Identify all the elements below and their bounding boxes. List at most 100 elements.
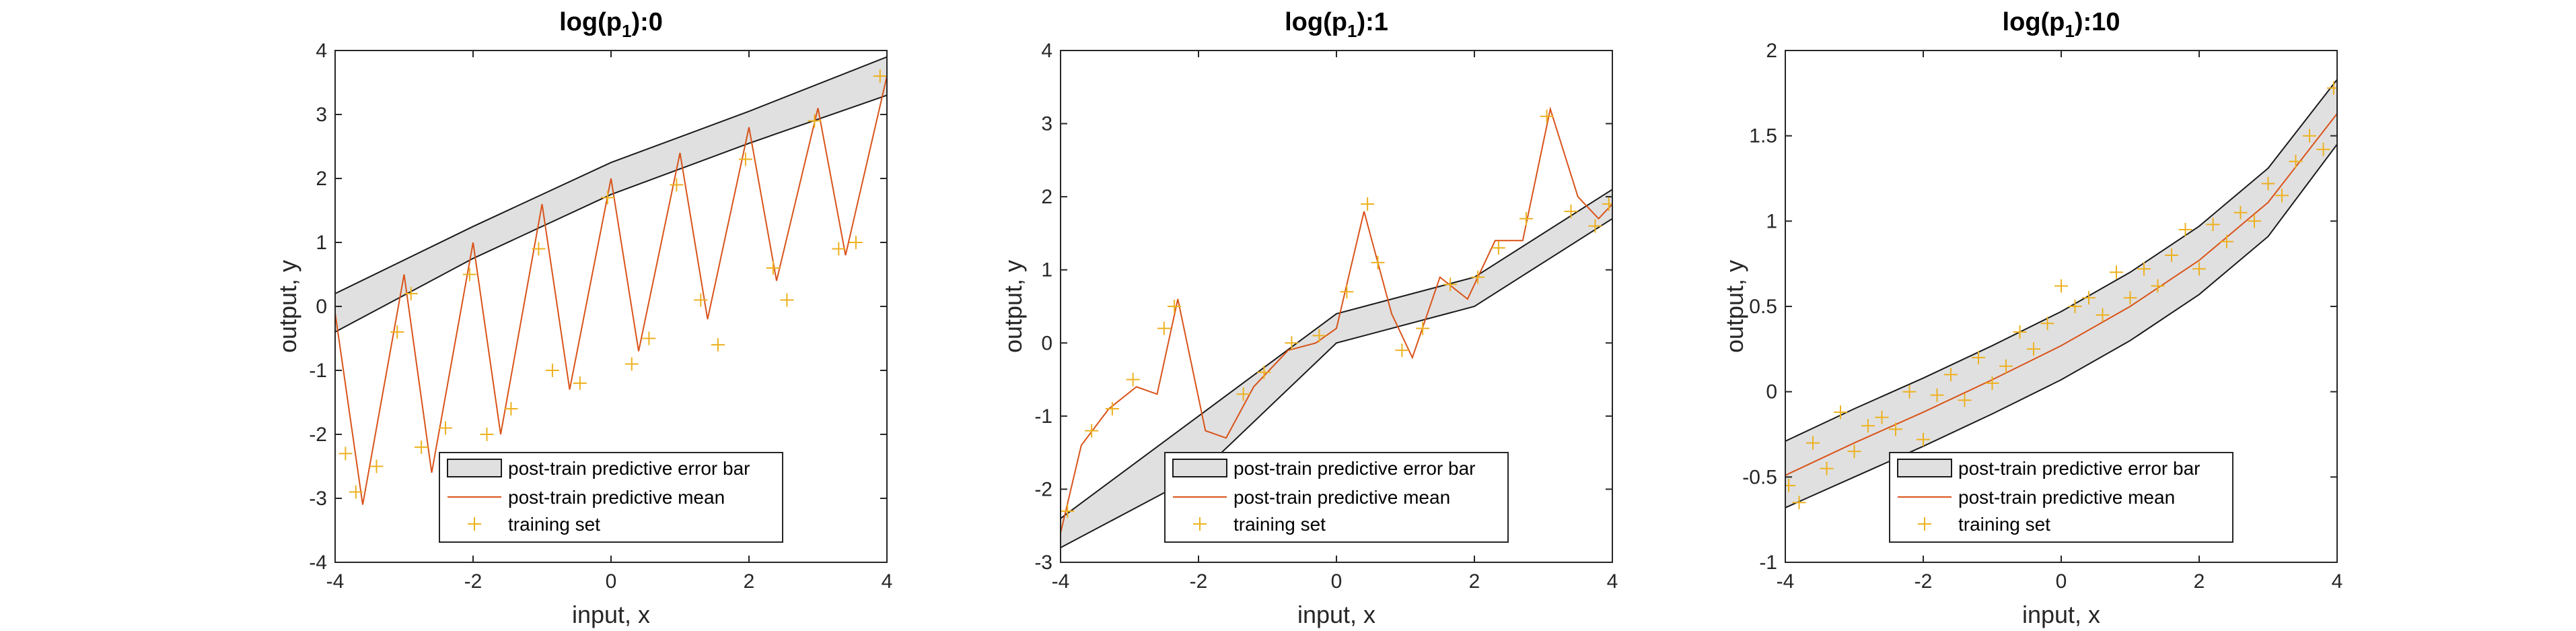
y-tick-label: 0 [1766, 381, 1777, 403]
training-point [1985, 376, 1999, 390]
y-axis-label: output, y [1721, 260, 1748, 353]
training-point [1443, 277, 1458, 292]
training-point [1085, 424, 1099, 438]
x-tick-label: 4 [2332, 570, 2343, 593]
chart-title: log(p1):1 [1285, 8, 1388, 41]
training-point [1792, 496, 1806, 510]
training-point [1126, 372, 1140, 387]
training-point [1930, 388, 1944, 402]
y-ticks: -1 -0.5 0 0.5 1 1.5 2 [1742, 40, 2337, 574]
legend-swatch-point [468, 517, 481, 531]
training-point [1340, 285, 1354, 299]
training-point [2068, 300, 2082, 313]
training-point [642, 331, 656, 345]
y-tick-label: -3 [1034, 552, 1052, 574]
training-point [1889, 422, 1902, 436]
training-point [2151, 279, 2165, 293]
training-point [832, 242, 846, 256]
training-point [2137, 262, 2151, 276]
y-tick-label: -0.5 [1742, 466, 1777, 488]
x-tick-label: 2 [2194, 570, 2205, 593]
training-point [532, 242, 546, 256]
training-point [766, 261, 780, 275]
mean-layer [1061, 106, 1612, 533]
x-tick-label: 4 [882, 570, 893, 593]
x-tick-label: -4 [1052, 570, 1070, 593]
training-point [2220, 234, 2233, 248]
training-point [1944, 368, 1958, 382]
legend-label-mean: post-train predictive mean [1958, 487, 2175, 508]
x-axis-label: input, x [1297, 601, 1375, 628]
training-point [2027, 342, 2040, 356]
y-tick-label: -1 [309, 360, 327, 382]
y-tick-label: 0 [1041, 332, 1052, 354]
x-tick-label: 4 [1607, 570, 1618, 593]
training-point [2082, 291, 2096, 305]
y-tick-label: -2 [309, 424, 327, 446]
chart-title: log(p1):0 [559, 8, 663, 41]
training-point [1820, 461, 1834, 475]
training-point [711, 338, 725, 352]
training-point [1519, 211, 1533, 226]
training-point [349, 485, 363, 499]
training-point [462, 267, 476, 281]
y-tick-label: 4 [1041, 40, 1052, 62]
mean-layer [335, 75, 887, 505]
training-point [1061, 504, 1075, 518]
training-point [1395, 343, 1409, 358]
x-ticks: -4 -2 0 2 4 [1777, 51, 2343, 593]
training-point [1588, 219, 1602, 233]
training-point [1491, 241, 1505, 255]
y-tick-label: 2 [1766, 40, 1777, 62]
training-point [2040, 317, 2054, 331]
training-point [1958, 393, 1972, 407]
training-point [2123, 291, 2137, 305]
training-point [1902, 385, 1917, 399]
legend-swatch-band [1172, 459, 1227, 477]
chart-title: log(p1):10 [2003, 8, 2120, 41]
y-tick-label: -3 [309, 488, 327, 510]
training-point [1875, 410, 1889, 424]
legend-label-band: post-train predictive error bar [1958, 458, 2200, 479]
training-point [1168, 300, 1182, 313]
legend: post-train predictive error bar post-tra… [439, 452, 783, 543]
y-tick-label: 1 [1766, 210, 1777, 232]
x-tick-label: 0 [606, 570, 617, 593]
training-point [1371, 255, 1385, 269]
subplot-p1-10: log(p1):10 -4 -2 0 2 4 -1 -0.5 0 0.5 1 1.5 2 input… [1721, 8, 2342, 628]
training-point [1257, 365, 1271, 379]
training-point [873, 69, 887, 83]
legend-swatch-point [1193, 517, 1207, 531]
x-tick-label: 2 [744, 570, 755, 593]
training-point [480, 428, 494, 441]
training-point [1847, 444, 1861, 459]
training-point [1806, 436, 1820, 450]
x-tick-label: -4 [1777, 570, 1795, 593]
training-point [1157, 321, 1171, 335]
y-ticks: -4 -3 -2 -1 0 1 2 3 4 [309, 40, 887, 574]
training-point [2110, 265, 2123, 279]
y-tick-label: 0 [316, 296, 327, 318]
x-tick-label: 0 [2056, 570, 2067, 593]
legend: post-train predictive error bar post-tra… [1164, 452, 1509, 543]
y-tick-label: 2 [316, 168, 327, 190]
legend-swatch-band [447, 459, 502, 477]
band-layer [1785, 79, 2337, 508]
x-tick-label: -2 [464, 570, 482, 593]
training-point [369, 459, 384, 473]
x-ticks: -4 -2 0 2 4 [326, 51, 893, 593]
x-axis-label: input, x [572, 601, 650, 628]
y-tick-label: 3 [316, 104, 327, 126]
training-point [738, 152, 752, 166]
y-tick-label: 4 [316, 40, 327, 62]
subplot-p1-0: log(p1):0 -4 -2 0 2 4 -4 -3 -2 -1 0 1 2 3 4 input, x… [274, 8, 892, 628]
legend: post-train predictive error bar post-tra… [1889, 452, 2233, 543]
x-tick-label: -2 [1915, 570, 1933, 593]
error-band-upper [335, 56, 887, 294]
points-layer [1061, 109, 1612, 518]
y-tick-label: 1.5 [1749, 125, 1777, 147]
training-point [1602, 197, 1612, 211]
mean-line [1061, 106, 1612, 533]
legend-label-mean: post-train predictive mean [508, 487, 725, 508]
legend-label-points: training set [1958, 514, 2050, 535]
